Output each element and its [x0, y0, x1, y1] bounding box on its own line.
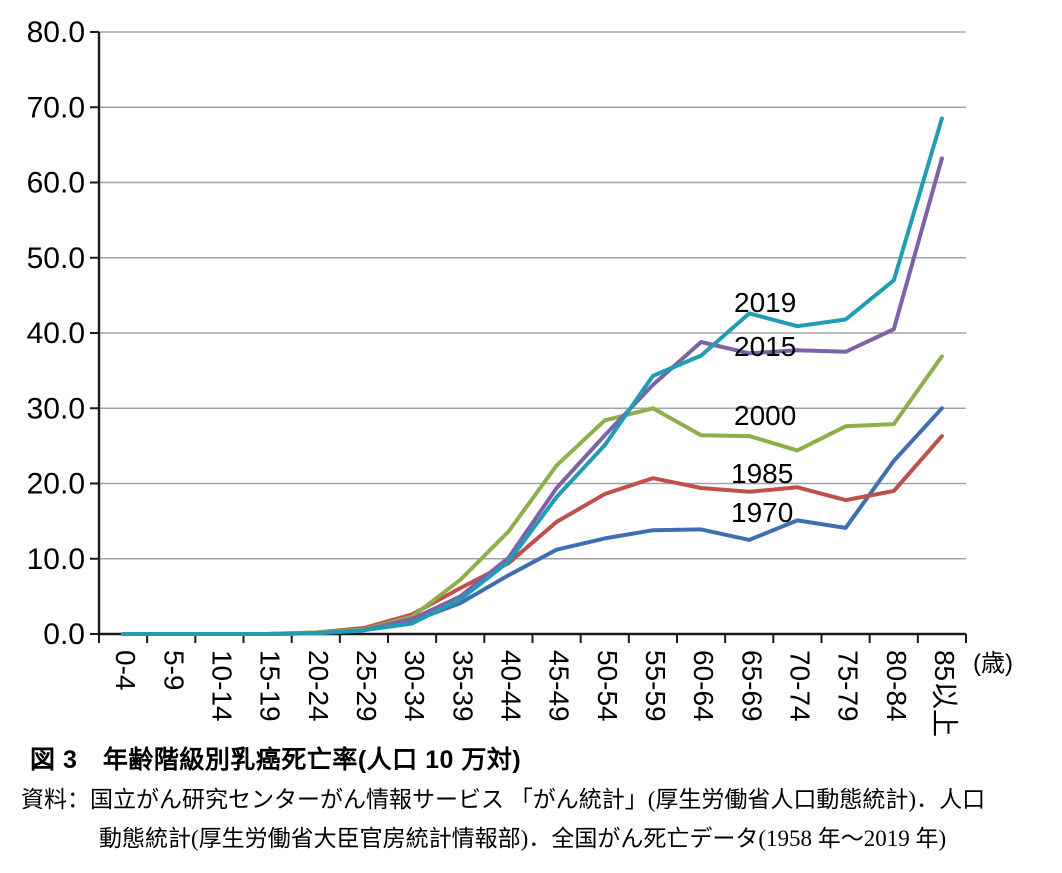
- figure-source-line-2: 動態統計(厚生労働省大臣官房統計情報部)．全国がん死亡データ(1958 年～20…: [99, 826, 947, 851]
- series-label-2015: 2015: [734, 331, 796, 362]
- x-tick-label: 50-54: [592, 650, 623, 722]
- series-label-1970: 1970: [731, 497, 793, 528]
- series-label-1985: 1985: [731, 458, 793, 489]
- x-tick-label: 35-39: [447, 650, 478, 722]
- x-tick-label: 10-14: [206, 650, 237, 722]
- y-tick-label: 10.0: [27, 543, 85, 576]
- x-tick-label: 70-74: [784, 650, 815, 722]
- x-tick-label: 75-79: [833, 650, 864, 722]
- x-tick-label: 15-19: [255, 650, 286, 722]
- x-tick-label: 20-24: [303, 650, 334, 722]
- y-tick-label: 20.0: [27, 468, 85, 501]
- series-label-2019: 2019: [734, 287, 796, 318]
- x-axis-unit-label: (歳): [973, 650, 1013, 677]
- x-tick-label: 5-9: [158, 650, 189, 690]
- x-tick-label: 0-4: [110, 650, 141, 690]
- y-tick-label: 30.0: [27, 392, 85, 425]
- x-tick-label: 40-44: [495, 650, 526, 722]
- line-chart: 0.0 10.0 20.0 30.0 40.0 50.0 60.0 70.0 80.0 0-4 5-…: [27, 16, 1013, 737]
- y-tick-label: 40.0: [27, 317, 85, 350]
- series-line-1985: [121, 434, 944, 636]
- axis-line: [97, 32, 966, 636]
- y-tick-label: 70.0: [27, 91, 85, 124]
- figure-source-line-1: 資料：国立がん研究センターがん情報サービス 「がん統計」(厚生労働省人口動態統計…: [21, 787, 986, 812]
- x-tick-label: 85以上: [929, 650, 960, 737]
- x-tick-label: 80-84: [881, 650, 912, 722]
- series-line-2019: [121, 116, 944, 636]
- series-line-2000: [121, 354, 944, 636]
- y-tick-label: 0.0: [43, 618, 85, 651]
- y-tick-label: 50.0: [27, 242, 85, 275]
- y-tick-label: 80.0: [27, 16, 85, 49]
- x-tick-label: 30-34: [399, 650, 430, 722]
- series-label-2000: 2000: [734, 400, 796, 431]
- x-tick-label: 25-29: [351, 650, 382, 722]
- x-tick-label: 45-49: [544, 650, 575, 722]
- x-tick-label: 60-64: [688, 650, 719, 722]
- x-tick-label: 65-69: [736, 650, 767, 722]
- figure-title: 図 3 年齢階級別乳癌死亡率(人口 10 万対): [30, 746, 522, 774]
- y-tick-label: 60.0: [27, 167, 85, 200]
- x-tick-label: 55-59: [640, 650, 671, 722]
